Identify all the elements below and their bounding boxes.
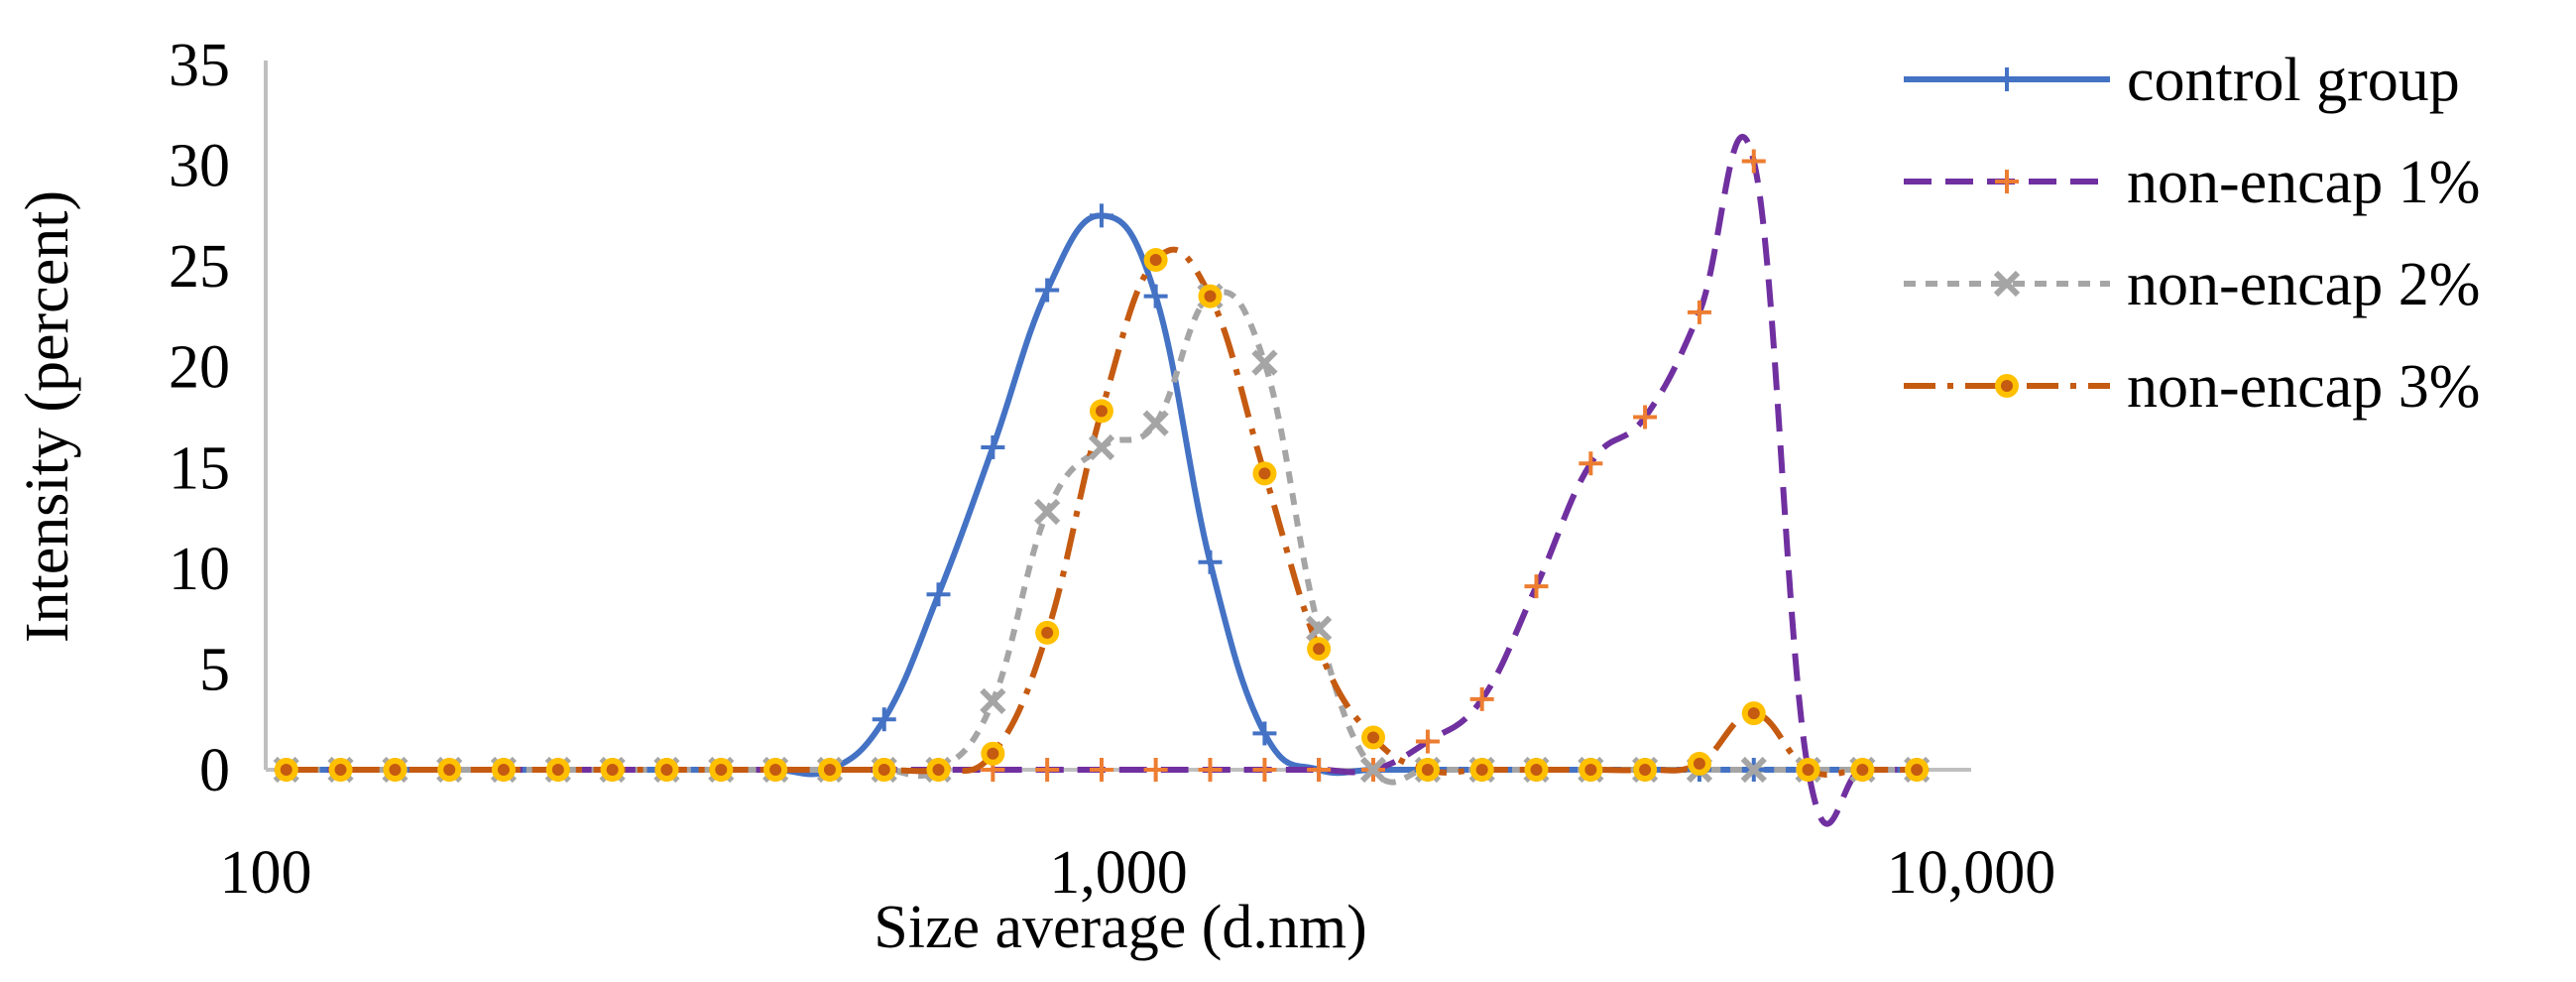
data-point-series-4	[1089, 399, 1113, 424]
data-point-series-3	[1305, 615, 1333, 642]
data-point-series-1	[981, 434, 1005, 459]
data-point-series-4	[763, 758, 788, 782]
y-tick-label: 5	[199, 636, 230, 703]
data-point-series-4	[1252, 461, 1277, 486]
y-tick-label: 0	[199, 737, 230, 804]
data-point-series-4	[1905, 758, 1930, 782]
data-point-series-4	[1741, 701, 1766, 726]
legend-label: non-encap 2%	[2127, 251, 2480, 318]
x-tick-label: 10,000	[1887, 839, 2056, 907]
y-tick-label: 35	[169, 32, 230, 99]
data-point-series-3	[1359, 756, 1387, 784]
x-axis-title: Size average (d.nm)	[874, 894, 1366, 961]
data-point-series-2	[1307, 758, 1332, 782]
data-point-series-4	[1361, 725, 1386, 750]
data-point-series-2	[1089, 758, 1113, 782]
data-point-series-3	[1142, 410, 1169, 436]
series-line-2	[286, 134, 1918, 827]
data-point-series-1	[872, 707, 896, 732]
series-line-3	[286, 289, 1918, 786]
x-tick-label: 100	[220, 839, 312, 907]
data-point-series-2	[1198, 758, 1223, 782]
data-point-series-4	[437, 758, 462, 782]
data-point-series-4	[383, 758, 408, 782]
series-layer	[286, 134, 1918, 827]
data-point-series-4	[1307, 637, 1332, 662]
legend-item-2: non-encap 1%	[1904, 149, 2480, 216]
data-point-series-4	[1796, 758, 1820, 782]
legend-item-1: control group	[1904, 47, 2460, 114]
y-tick-label: 25	[169, 233, 230, 301]
data-point-series-3	[980, 687, 1006, 715]
data-point-series-4	[600, 758, 625, 782]
y-tick-label: 30	[169, 133, 230, 200]
data-point-series-1	[1089, 203, 1113, 228]
data-point-series-4	[926, 758, 951, 782]
data-point-series-1	[1035, 278, 1060, 303]
series-line-4	[286, 246, 1918, 779]
x-tick-label: 1,000	[1049, 839, 1188, 907]
data-point-series-4	[872, 758, 896, 782]
data-point-series-3	[1740, 756, 1767, 784]
data-point-series-4	[1579, 758, 1603, 782]
y-tick-label: 10	[169, 536, 230, 603]
data-point-series-2	[1143, 758, 1168, 782]
data-point-series-4	[709, 758, 734, 782]
data-point-series-1	[1143, 284, 1168, 308]
legend-marker	[1995, 374, 2019, 398]
marker-layer	[273, 149, 1931, 784]
data-point-series-4	[1143, 248, 1168, 273]
data-point-series-4	[1198, 284, 1223, 308]
data-point-series-4	[491, 758, 516, 782]
legend-marker	[1993, 270, 2021, 298]
legend-label: control group	[2127, 47, 2460, 114]
legend-label: non-encap 1%	[2127, 149, 2480, 216]
data-point-series-4	[274, 758, 298, 782]
data-point-series-3	[1251, 349, 1278, 376]
data-point-series-2	[1524, 574, 1549, 599]
data-point-series-1	[1252, 721, 1277, 746]
data-point-series-4	[1633, 758, 1658, 782]
data-point-series-4	[545, 758, 570, 782]
data-point-series-4	[1415, 758, 1440, 782]
data-point-series-3	[1034, 498, 1061, 526]
data-point-series-1	[1198, 550, 1223, 574]
legend-marker	[1995, 170, 2019, 193]
y-tick-label: 20	[169, 334, 230, 402]
axes-layer	[264, 61, 1971, 772]
data-point-series-2	[1633, 405, 1658, 430]
series-line-1	[286, 212, 1918, 778]
data-point-series-4	[1035, 620, 1060, 645]
data-point-series-2	[1741, 149, 1766, 174]
legend-item-3: non-encap 2%	[1904, 251, 2480, 318]
data-point-series-3	[1088, 433, 1115, 461]
data-point-series-2	[1415, 729, 1440, 754]
tick-label-layer: 0 5 10 15 20 25 30 35 100 1,000 10,000	[169, 32, 2055, 907]
data-point-series-4	[1469, 758, 1494, 782]
y-axis-title: Intensity (percent)	[14, 190, 81, 643]
data-point-series-4	[981, 741, 1005, 766]
data-point-series-4	[1524, 758, 1549, 782]
legend-marker	[1995, 67, 2019, 91]
data-point-series-2	[1687, 300, 1711, 324]
data-point-series-4	[1850, 758, 1875, 782]
legend-label: non-encap 3%	[2127, 353, 2480, 421]
data-point-series-1	[926, 582, 951, 607]
data-point-series-4	[328, 758, 353, 782]
y-tick-label: 15	[169, 434, 230, 502]
legend: control group non-encap 1% non-encap 2% non…	[1904, 47, 2480, 421]
legend-item-4: non-encap 3%	[1904, 353, 2480, 421]
data-point-series-2	[1035, 758, 1060, 782]
data-point-series-4	[654, 758, 679, 782]
data-point-series-4	[817, 758, 842, 782]
data-point-series-4	[1687, 751, 1711, 776]
data-point-series-2	[1252, 758, 1277, 782]
data-point-series-2	[1579, 451, 1603, 476]
data-point-series-2	[1469, 686, 1494, 711]
